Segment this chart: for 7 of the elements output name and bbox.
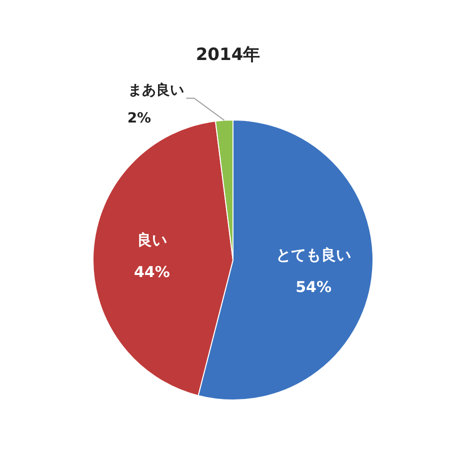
slice-label: 良い: [136, 230, 167, 249]
slice-label: とても良い: [276, 246, 352, 264]
chart-title: 2014年: [196, 45, 260, 65]
data-label: 54%: [296, 278, 332, 296]
slice-label: まあ良い: [128, 81, 184, 98]
data-label: 44%: [134, 262, 170, 281]
data-label: 2%: [127, 110, 152, 126]
